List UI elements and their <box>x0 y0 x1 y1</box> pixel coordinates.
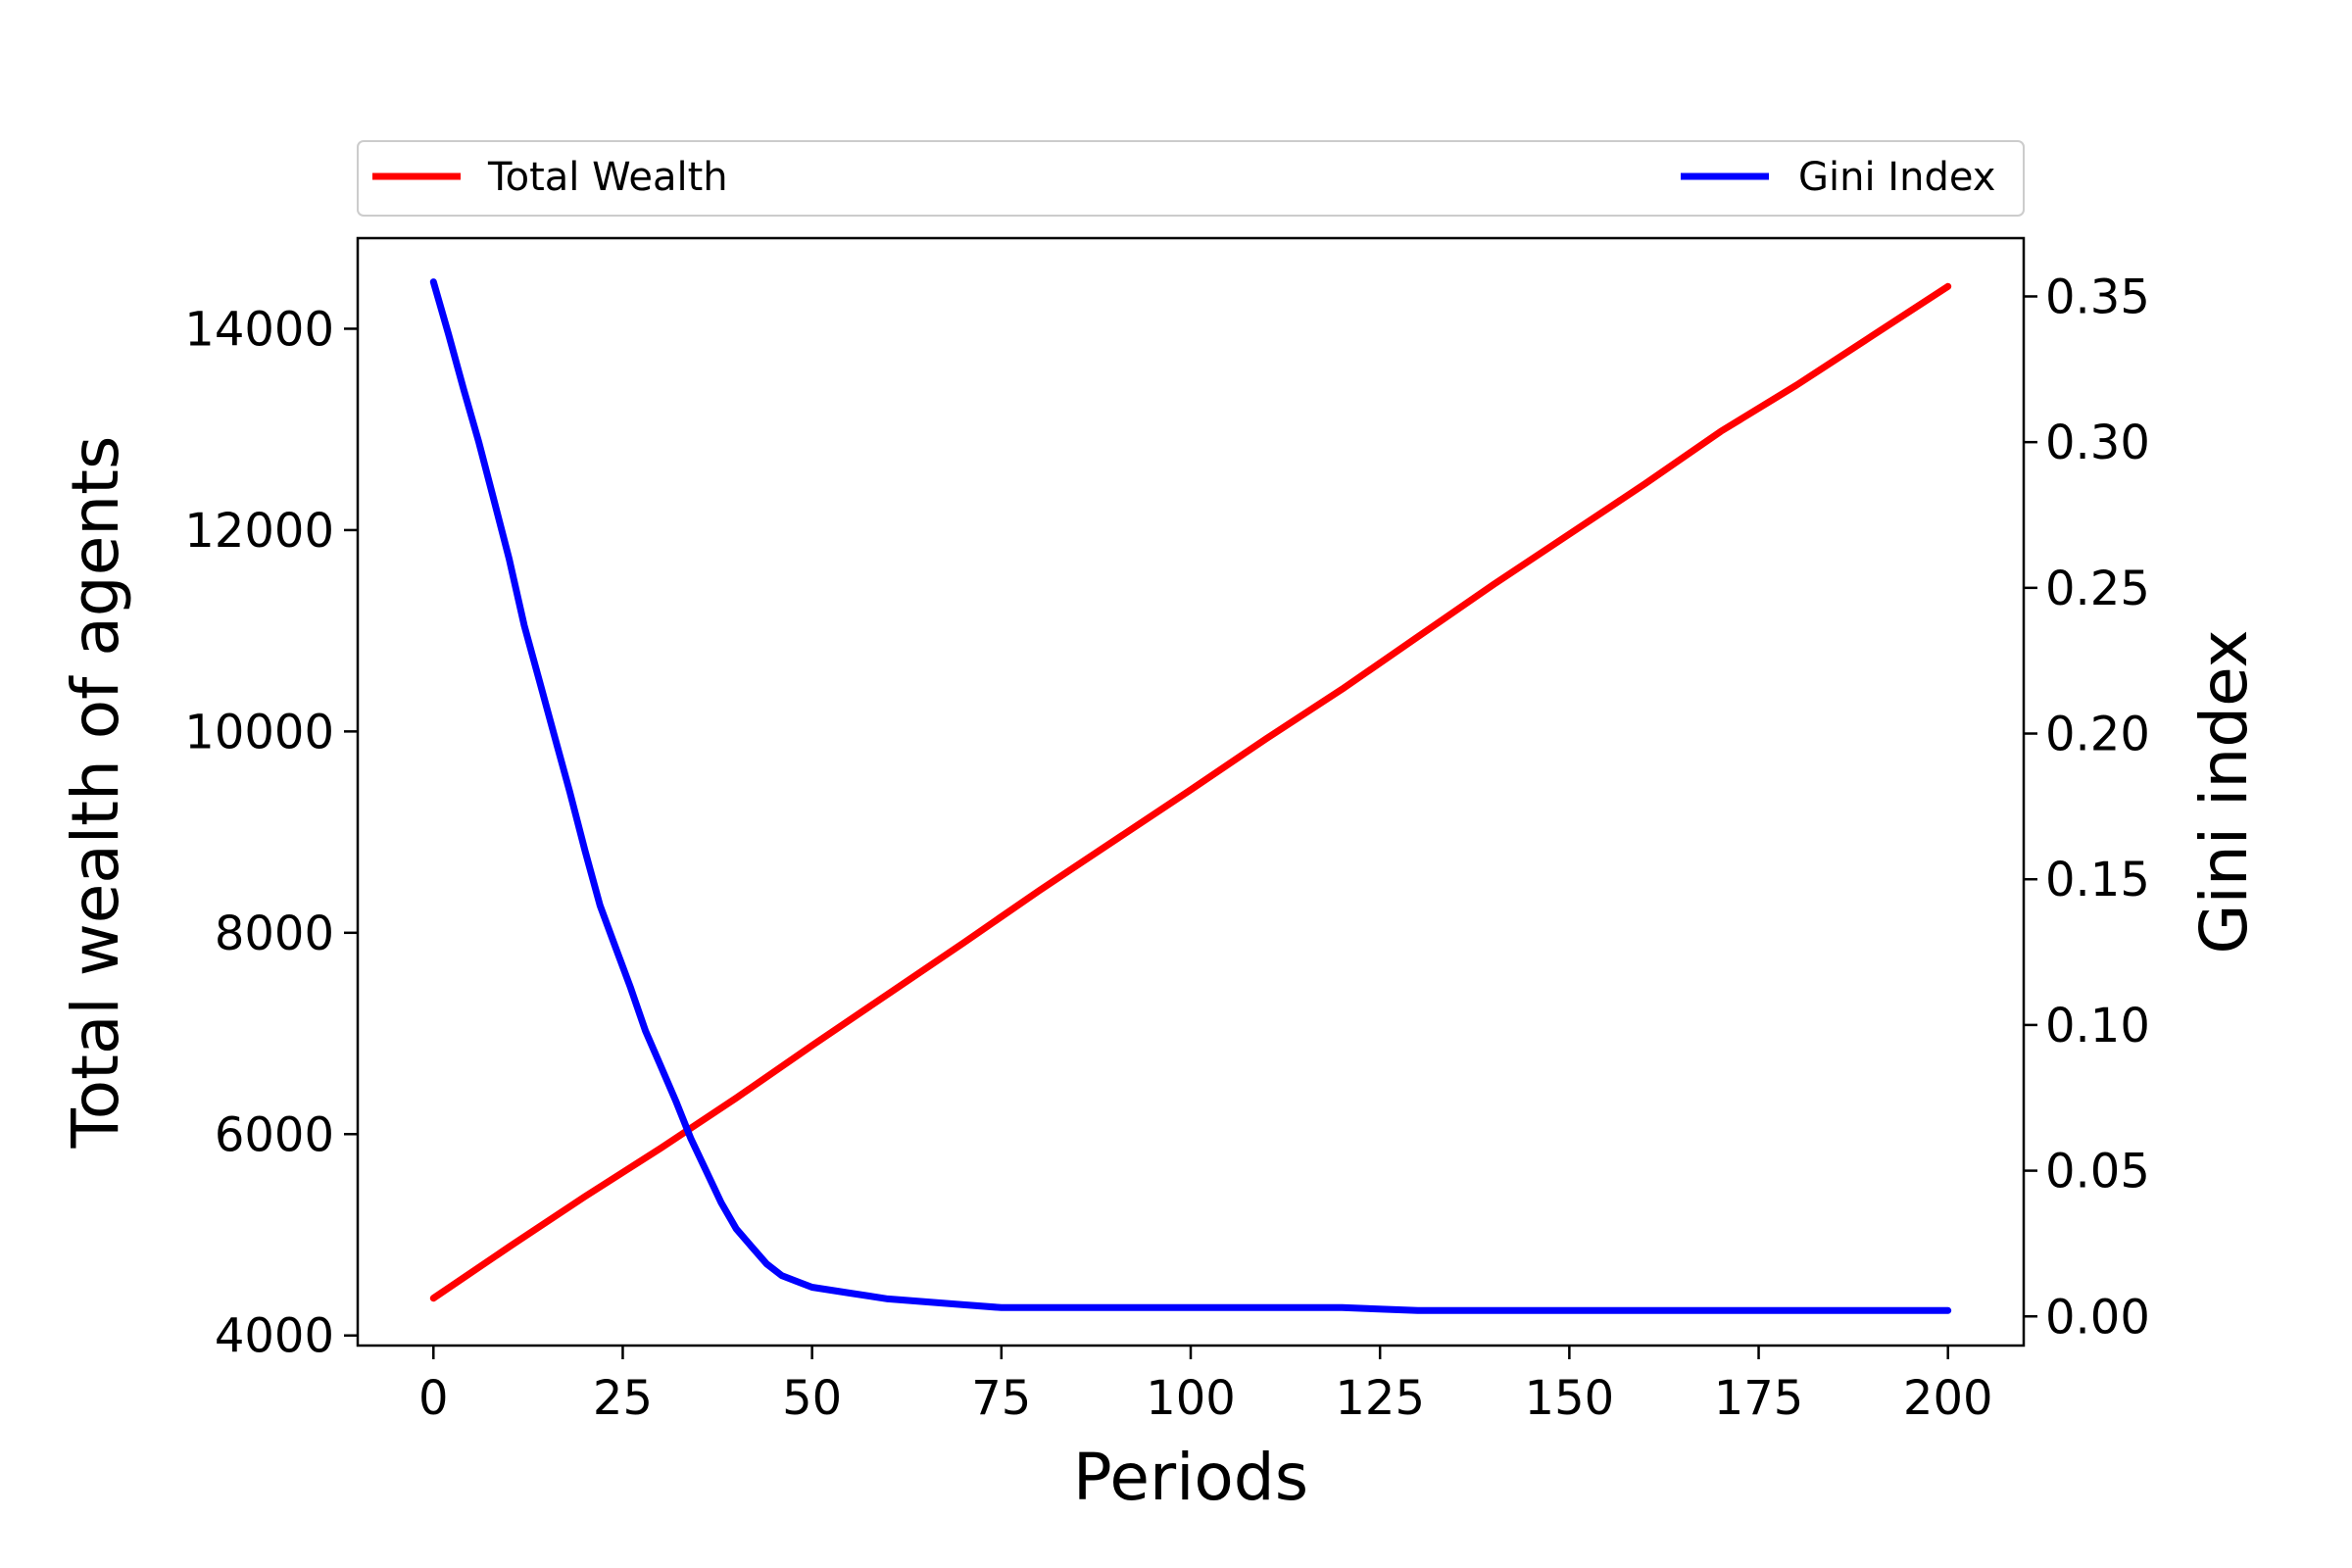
y-left-tick-label: 12000 <box>184 504 334 559</box>
y-left-tick-label: 8000 <box>215 906 334 961</box>
series-line-gini-index <box>429 278 1952 1314</box>
x-tick-label: 75 <box>971 1371 1031 1426</box>
y-right-tick-label: 0.20 <box>2045 708 2150 762</box>
x-tick-label: 25 <box>593 1371 653 1426</box>
legend-box <box>357 140 2025 217</box>
x-tick-label: 125 <box>1335 1371 1425 1426</box>
y-left-tick-label: 10000 <box>184 705 334 760</box>
y-left-tick-label: 14000 <box>184 302 334 357</box>
x-axis: 0 25 50 75 100 125 150 175 200 <box>418 1346 1993 1426</box>
y-right-tick-label: 0.00 <box>2045 1290 2150 1345</box>
y-right-tick-label: 0.35 <box>2045 270 2150 324</box>
y-axis-left: 4000 6000 8000 10000 12000 14000 <box>184 302 358 1364</box>
y-right-tick-label: 0.10 <box>2045 999 2150 1054</box>
y-axis-right: 0.00 0.05 0.10 0.15 0.20 0.25 0.30 0.35 <box>2024 270 2150 1345</box>
x-tick-label: 0 <box>418 1371 449 1426</box>
y-right-tick-label: 0.30 <box>2045 416 2150 470</box>
y-axis-right-title: Gini index <box>2186 629 2262 954</box>
y-axis-left-title: Total wealth of agents <box>58 436 133 1150</box>
x-axis-title: Periods <box>1073 1440 1308 1515</box>
x-tick-label: 175 <box>1714 1371 1804 1426</box>
y-right-tick-label: 0.15 <box>2045 853 2150 907</box>
x-tick-label: 150 <box>1525 1371 1615 1426</box>
series-line-total-wealth <box>429 282 1952 1302</box>
series-layer <box>429 278 1952 1314</box>
x-tick-label: 200 <box>1903 1371 1993 1426</box>
legend-label-gini-index: Gini Index <box>1798 155 1995 200</box>
x-tick-label: 100 <box>1146 1371 1236 1426</box>
legend-label-total-wealth: Total Wealth <box>487 155 728 200</box>
y-right-tick-label: 0.25 <box>2045 562 2150 616</box>
y-left-tick-label: 4000 <box>215 1309 334 1364</box>
x-tick-label: 50 <box>782 1371 842 1426</box>
y-left-tick-label: 6000 <box>215 1107 334 1162</box>
y-right-tick-label: 0.05 <box>2045 1145 2150 1200</box>
